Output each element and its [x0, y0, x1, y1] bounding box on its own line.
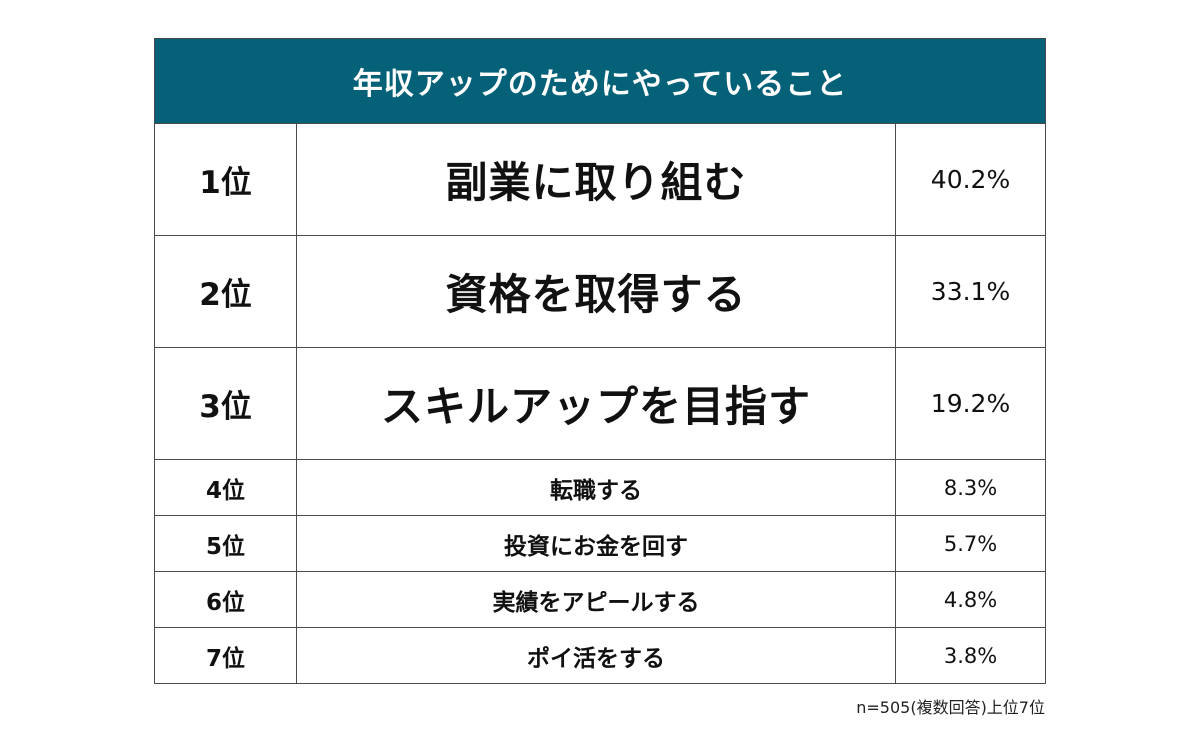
table-header-row: 年収アップのためにやっていること	[153, 38, 1047, 124]
table-row: 7位 ポイ活をする 3.8%	[154, 627, 1047, 684]
percent-cell: 8.3%	[894, 459, 1047, 516]
ranking-table: 年収アップのためにやっていること 1位 副業に取り組む 40.2% 2位 資格を…	[153, 38, 1047, 684]
item-cell: スキルアップを目指す	[296, 347, 896, 460]
item-cell: 実績をアピールする	[296, 571, 896, 628]
ranking-table-container: 年収アップのためにやっていること 1位 副業に取り組む 40.2% 2位 資格を…	[153, 38, 1047, 684]
table-row: 5位 投資にお金を回す 5.7%	[154, 515, 1047, 572]
percent-cell: 33.1%	[894, 235, 1047, 348]
sample-note: n=505(複数回答)上位7位	[856, 698, 1045, 717]
percent-cell: 4.8%	[894, 571, 1047, 628]
table-row: 4位 転職する 8.3%	[154, 459, 1047, 516]
rank-cell: 1位	[154, 123, 297, 236]
table-title: 年収アップのためにやっていること	[153, 38, 1047, 124]
percent-cell: 5.7%	[894, 515, 1047, 572]
percent-cell: 40.2%	[894, 123, 1047, 236]
rank-cell: 7位	[154, 627, 297, 684]
rank-cell: 3位	[154, 347, 297, 460]
rank-cell: 4位	[154, 459, 297, 516]
item-cell: 資格を取得する	[296, 235, 896, 348]
item-cell: 投資にお金を回す	[296, 515, 896, 572]
table-row: 2位 資格を取得する 33.1%	[154, 235, 1047, 348]
item-cell: 転職する	[296, 459, 896, 516]
item-cell: 副業に取り組む	[296, 123, 896, 236]
table-row: 6位 実績をアピールする 4.8%	[154, 571, 1047, 628]
percent-cell: 3.8%	[894, 627, 1047, 684]
rank-cell: 5位	[154, 515, 297, 572]
rank-cell: 6位	[154, 571, 297, 628]
table-row: 1位 副業に取り組む 40.2%	[154, 123, 1047, 236]
item-cell: ポイ活をする	[296, 627, 896, 684]
table-row: 3位 スキルアップを目指す 19.2%	[154, 347, 1047, 460]
rank-cell: 2位	[154, 235, 297, 348]
percent-cell: 19.2%	[894, 347, 1047, 460]
